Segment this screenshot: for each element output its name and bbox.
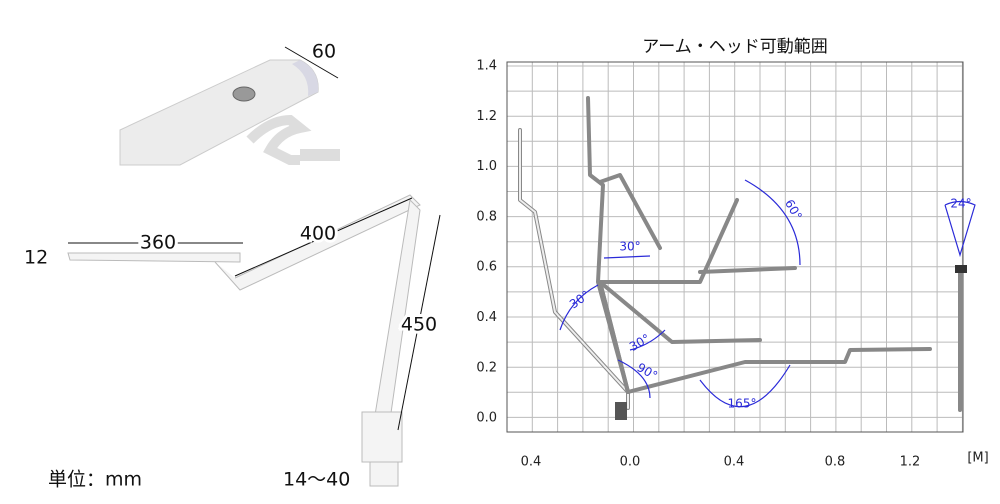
angle-label: 30° bbox=[619, 240, 640, 254]
dim-label: 12 bbox=[24, 247, 48, 269]
y-tick-label: 1.0 bbox=[476, 159, 497, 174]
dim-label: 400 bbox=[300, 223, 336, 245]
unit-note: 単位：mm bbox=[48, 469, 142, 491]
y-tick-label: 0.4 bbox=[476, 310, 497, 325]
chart-title: アーム・ヘッド可動範囲 bbox=[642, 37, 827, 57]
x-tick-label: 0.4 bbox=[521, 455, 542, 470]
grid bbox=[507, 62, 963, 432]
angle-label: 165° bbox=[728, 397, 757, 411]
angle-label: 24° bbox=[950, 197, 971, 211]
dim-label: 450 bbox=[401, 314, 437, 336]
x-tick-label: 0.4 bbox=[724, 455, 745, 470]
y-tick-label: 0.6 bbox=[476, 260, 497, 275]
x-tick-label: 0.0 bbox=[620, 455, 641, 470]
y-tick-label: 0.2 bbox=[476, 360, 497, 375]
angle-arcs bbox=[559, 179, 976, 408]
x-tick-label: 1.2 bbox=[900, 455, 921, 470]
dim-line bbox=[397, 214, 441, 431]
x-tick-label: 0.8 bbox=[825, 455, 846, 470]
y-tick-label: 1.4 bbox=[476, 59, 497, 74]
dim-label: 14〜40 bbox=[283, 469, 350, 491]
angle-label: 30° bbox=[627, 331, 652, 354]
y-tick-label: 0.0 bbox=[476, 411, 497, 426]
y-tick-label: 0.8 bbox=[476, 209, 497, 224]
angle-label: 90° bbox=[635, 360, 660, 383]
y-tick-label: 1.2 bbox=[476, 109, 497, 124]
dim-label: 60 bbox=[312, 41, 336, 63]
dim-line bbox=[284, 46, 339, 79]
x-unit: [M] bbox=[967, 451, 988, 466]
dim-label: 360 bbox=[140, 232, 176, 254]
lamp-head-photo bbox=[119, 59, 340, 166]
dim-line bbox=[234, 197, 413, 277]
arm-positions bbox=[518, 96, 967, 420]
lamp-drawing bbox=[67, 194, 421, 487]
